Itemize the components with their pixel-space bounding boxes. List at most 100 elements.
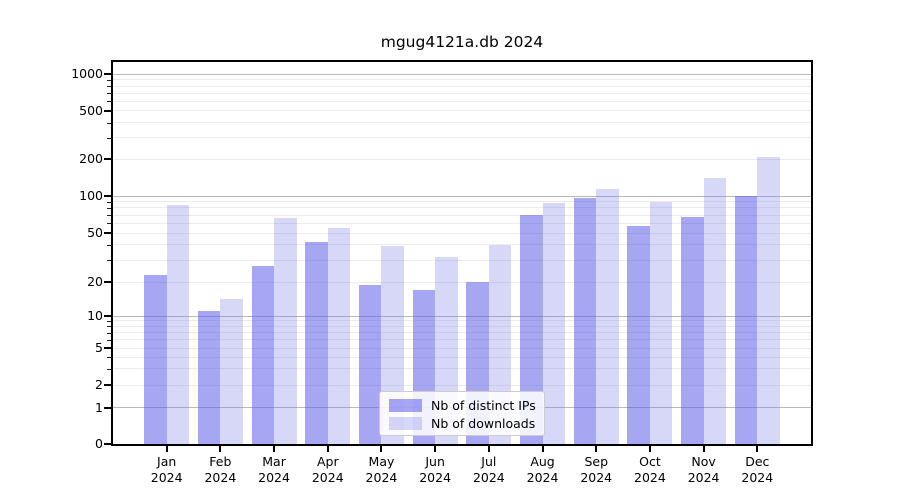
gridline-20 (113, 281, 811, 283)
gridline-3 (113, 368, 811, 370)
y-minor-tick-60 (107, 223, 111, 225)
y-minor-tick-800 (107, 86, 111, 88)
gridline-9 (113, 320, 811, 322)
y-tick-label-1: 1 (95, 399, 103, 415)
y-minor-tick-90 (107, 201, 111, 203)
y-tick-20 (104, 281, 111, 283)
gridline-30 (113, 259, 811, 261)
bar-downloads-sep (596, 188, 619, 444)
y-minor-tick-8 (107, 326, 111, 328)
x-tick-oct (648, 446, 651, 452)
x-tick-label-jul: Jul 2024 (472, 454, 505, 485)
gridline-5 (113, 347, 811, 349)
legend-item-distinct-ips: Nb of distinct IPs (389, 397, 536, 413)
gridline-10 (113, 315, 811, 317)
y-tick-500 (104, 109, 111, 112)
plot-area: 0 1 2 5 10 20 50 100 200 500 1000 Jan 2024 Feb 2024 Mar… (71, 60, 813, 485)
bar-ips-aug (520, 215, 543, 444)
x-tick-feb (219, 446, 222, 452)
gridline-500 (113, 110, 811, 112)
y-minor-tick-7 (107, 332, 111, 334)
legend-item-downloads: Nb of downloads (389, 415, 535, 431)
y-minor-tick-3 (107, 368, 111, 370)
gridline-1000 (113, 73, 811, 75)
x-tick-label-dec: Dec 2024 (741, 454, 774, 485)
y-tick-10 (104, 315, 111, 317)
x-tick-label-apr: Apr 2024 (311, 454, 344, 485)
legend: Nb of distinct IPs Nb of downloads (379, 391, 545, 436)
x-tick-label-sep: Sep 2024 (580, 454, 613, 485)
gridline-80 (113, 207, 811, 209)
y-tick-50 (104, 232, 111, 234)
gridline-90 (113, 201, 811, 203)
bar-ips-nov (681, 216, 704, 444)
x-tick-label-mar: Mar 2024 (258, 454, 290, 485)
y-minor-tick-70 (107, 215, 111, 217)
y-minor-tick-900 (107, 79, 111, 81)
gridline-6 (113, 339, 811, 341)
gridline-7 (113, 332, 811, 334)
x-tick-label-feb: Feb 2024 (204, 454, 237, 485)
gridline-400 (113, 122, 811, 124)
y-minor-tick-400 (107, 122, 111, 124)
gridline-600 (113, 100, 811, 102)
gridline-300 (113, 137, 811, 139)
gridline-200 (113, 158, 811, 160)
y-minor-tick-4 (107, 357, 111, 359)
chart-title: mgug4121a.db 2024 (380, 33, 544, 51)
bar-downloads-feb (220, 299, 243, 444)
bar-downloads-nov (703, 178, 727, 444)
y-tick-label-50: 50 (87, 225, 103, 240)
y-tick-label-1000: 1000 (71, 66, 103, 82)
x-tick-jun (434, 446, 437, 452)
bar-ips-sep (573, 197, 597, 444)
x-tick-label-jan: Jan 2024 (150, 454, 183, 485)
y-minor-tick-600 (107, 101, 111, 103)
x-tick-sep (595, 446, 598, 452)
bar-downloads-jan (166, 204, 190, 444)
x-tick-jan (165, 446, 168, 452)
gridline-70 (113, 214, 811, 216)
gridline-800 (113, 85, 811, 87)
y-minor-tick-30 (107, 260, 111, 262)
x-tick-label-jun: Jun 2024 (419, 454, 452, 485)
gridline-50 (113, 232, 811, 234)
gridline-4 (113, 356, 811, 358)
y-tick-label-100: 100 (79, 188, 103, 203)
x-tick-aug (541, 446, 544, 452)
bar-downloads-dec (757, 156, 780, 444)
bar-ips-dec (734, 196, 758, 444)
y-tick-label-10: 10 (87, 308, 103, 323)
bar-ips-feb (197, 311, 221, 444)
bar-downloads-apr (327, 227, 351, 444)
x-tick-label-aug: Aug 2024 (526, 454, 559, 485)
bar-ips-apr (305, 242, 328, 444)
y-tick-100 (104, 195, 111, 197)
legend-swatch-downloads (389, 416, 422, 430)
y-minor-tick-300 (107, 137, 111, 139)
legend-label-distinct-ips: Nb of distinct IPs (431, 397, 536, 413)
x-tick-dec (756, 446, 759, 452)
y-minor-tick-40 (107, 244, 111, 246)
x-tick-apr (326, 446, 329, 452)
y-tick-label-20: 20 (87, 274, 103, 289)
y-tick-label-500: 500 (79, 102, 103, 118)
x-tick-label-oct: Oct 2024 (634, 454, 666, 485)
gridline-2 (113, 384, 811, 386)
gridline-700 (113, 92, 811, 94)
gridline-100 (113, 195, 811, 197)
gridline-900 (113, 79, 811, 81)
y-tick-1 (104, 406, 111, 409)
y-tick-200 (104, 158, 111, 161)
legend-label-downloads: Nb of downloads (431, 415, 536, 431)
x-tick-nov (702, 446, 705, 452)
y-tick-2 (104, 384, 111, 386)
bar-downloads-mar (274, 218, 297, 444)
x-tick-may (380, 446, 383, 452)
x-tick-label-nov: Nov 2024 (687, 454, 720, 485)
bar-ips-may (358, 284, 382, 444)
y-tick-label-0: 0 (95, 435, 103, 451)
bar-downloads-oct (649, 201, 673, 444)
gridline-60 (113, 222, 811, 224)
